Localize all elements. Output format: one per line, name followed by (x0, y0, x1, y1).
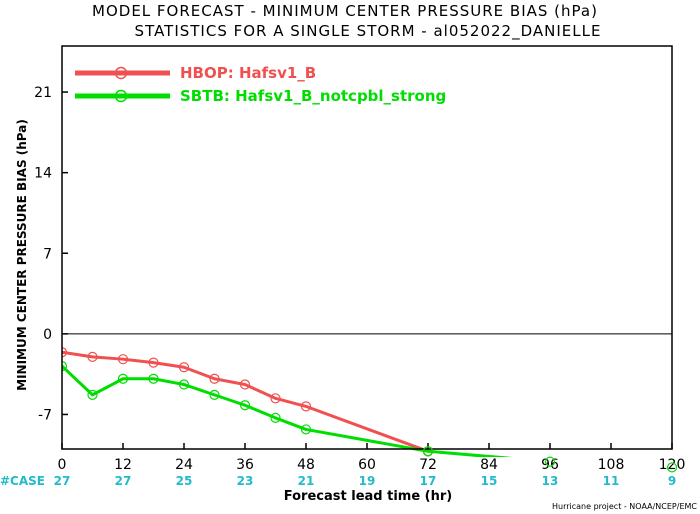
series-2-point (270, 412, 281, 424)
x-tick-label: 12 (114, 457, 132, 473)
x-tick-label: 24 (175, 457, 193, 473)
case-count: 15 (481, 474, 498, 488)
x-tick-label: 84 (480, 457, 498, 473)
series-2-point (87, 389, 98, 400)
y-axis-label: MINIMUM CENTER PRESSURE BIAS (hPa) (15, 119, 29, 391)
x-tick-label: 108 (598, 457, 625, 473)
y-tick-label: 21 (34, 85, 52, 101)
legend-marker-1 (114, 66, 128, 80)
series-2-point (117, 373, 129, 384)
series-1-point (62, 347, 68, 358)
case-count: 27 (54, 474, 71, 488)
series-1-point (117, 354, 129, 365)
y-tick-label: -7 (38, 407, 52, 423)
case-label: #CASE (0, 474, 45, 488)
series-1-point (87, 351, 98, 362)
series-2-point (209, 389, 220, 400)
series-2-point (178, 379, 190, 390)
series-1-point (148, 357, 159, 368)
series-2-point (300, 424, 312, 435)
series-1-point (300, 401, 312, 412)
series-1-point (178, 362, 190, 373)
series-2-offscale-point (666, 462, 678, 473)
legend-label-2: SBTB: Hafsv1_B_notcpbl_strong (180, 87, 446, 105)
x-tick-label: 60 (358, 457, 376, 473)
series-2-point (148, 373, 159, 384)
credit-text: Hurricane project - NOAA/NCEP/EMC (552, 502, 697, 511)
case-count: 17 (420, 474, 437, 488)
x-tick-label: 0 (58, 457, 67, 473)
series-1-point (209, 373, 220, 384)
case-count: 25 (176, 474, 193, 488)
series-2-point (239, 400, 251, 411)
series-2-offscale-point (422, 446, 434, 457)
x-axis-label: Forecast lead time (hr) (284, 489, 452, 504)
case-count: 19 (359, 474, 376, 488)
y-tick-label: 7 (43, 246, 52, 262)
case-count: 21 (298, 474, 315, 488)
x-tick-label: 36 (236, 457, 254, 473)
case-count: 23 (237, 474, 254, 488)
x-tick-label: 120 (659, 457, 686, 473)
y-tick-label: 14 (34, 166, 52, 182)
case-count: 27 (115, 474, 132, 488)
legend-marker-2 (114, 89, 128, 103)
plot-frame (61, 45, 673, 450)
chart-title-line1: MODEL FORECAST - MINIMUM CENTER PRESSURE… (92, 2, 598, 20)
series-1-point (270, 393, 281, 404)
x-tick-label: 96 (541, 457, 559, 473)
series-2-point (62, 360, 68, 372)
series-line-2 (62, 365, 513, 457)
x-tick-label: 48 (297, 457, 315, 473)
case-count: 13 (542, 474, 559, 488)
legend-label-1: HBOP: Hafsv1_B (180, 64, 316, 82)
case-count: 11 (603, 474, 620, 488)
series-line-1 (62, 350, 429, 453)
series-1-point (239, 379, 251, 390)
y-tick-label: 0 (43, 327, 52, 343)
chart-title-line2: STATISTICS FOR A SINGLE STORM - al052022… (135, 22, 602, 41)
case-count: 9 (668, 474, 676, 488)
series-2-offscale-point (544, 456, 556, 467)
x-tick-label: 72 (419, 457, 437, 473)
